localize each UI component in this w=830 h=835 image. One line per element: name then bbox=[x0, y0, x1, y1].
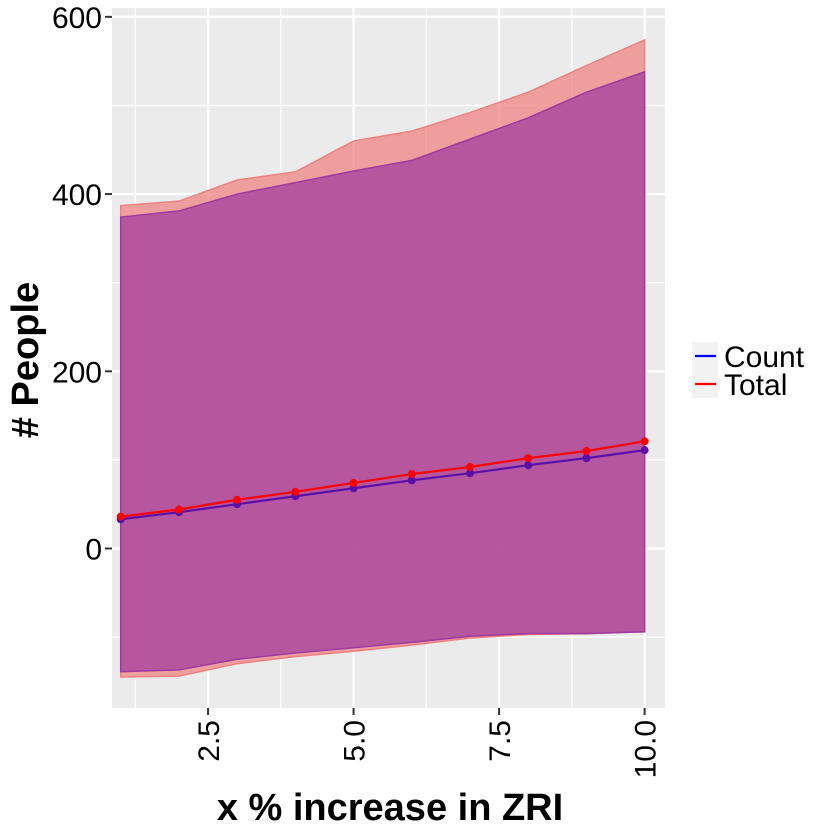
point-total bbox=[582, 447, 591, 456]
point-total bbox=[349, 478, 358, 487]
x-tick-label: 5.0 bbox=[339, 720, 372, 762]
ribbon-count bbox=[119, 70, 646, 673]
y-axis-title: # People bbox=[5, 282, 47, 438]
point-total bbox=[407, 470, 416, 479]
line-count bbox=[120, 449, 645, 521]
line-total bbox=[120, 440, 645, 518]
point-total bbox=[174, 505, 183, 514]
point-total bbox=[524, 454, 533, 463]
point-total bbox=[291, 487, 300, 496]
y-axis: 0 200 400 600 bbox=[52, 2, 112, 567]
point-total bbox=[233, 495, 242, 504]
point-count bbox=[465, 469, 474, 478]
legend-label-total: Total bbox=[724, 369, 787, 402]
point-total bbox=[640, 437, 649, 446]
x-axis-title: x % increase in ZRI bbox=[217, 787, 563, 829]
point-count bbox=[407, 476, 416, 485]
point-count bbox=[524, 461, 533, 470]
series-lines bbox=[120, 440, 645, 521]
point-count bbox=[582, 454, 591, 463]
x-tick-label: 2.5 bbox=[193, 720, 226, 762]
point-total bbox=[116, 512, 125, 521]
x-axis: 2.5 5.0 7.5 10.0 bbox=[193, 708, 663, 778]
series-points bbox=[116, 437, 649, 524]
y-tick-label: 200 bbox=[52, 356, 102, 389]
y-tick-label: 600 bbox=[52, 2, 102, 35]
legend-label-count: Count bbox=[724, 341, 805, 374]
y-tick-label: 0 bbox=[85, 534, 102, 567]
x-tick-label: 10.0 bbox=[630, 720, 663, 778]
point-count bbox=[640, 446, 649, 455]
y-tick-label: 400 bbox=[52, 179, 102, 212]
confidence-ribbons bbox=[119, 38, 646, 678]
x-tick-label: 7.5 bbox=[484, 720, 517, 762]
point-total bbox=[465, 462, 474, 471]
